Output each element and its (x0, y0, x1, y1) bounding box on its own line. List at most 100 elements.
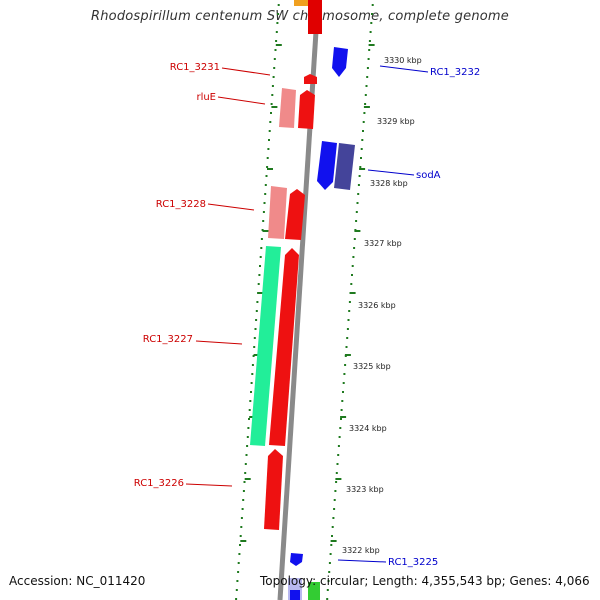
ruler-dot (339, 427, 342, 429)
ruler-dot (243, 481, 246, 483)
ruler-dot (367, 58, 370, 60)
ruler-tick (267, 168, 273, 170)
ruler-dot (361, 139, 364, 141)
ruler-dot (344, 364, 347, 366)
gene-label-rlue: rluE (196, 92, 216, 103)
ruler-dot (264, 193, 267, 195)
dotted-ruler (235, 4, 375, 600)
ruler-dot (326, 589, 329, 591)
ruler-dot (358, 175, 361, 177)
ruler-dot (265, 175, 268, 177)
map-title: Rhodospirillum centenum SW chromosome, c… (91, 9, 509, 24)
ruler-dot (244, 472, 247, 474)
ruler-dot (247, 427, 250, 429)
ruler-dot (359, 166, 362, 168)
ruler-dot (332, 517, 335, 519)
gene-rlue-light-shape (279, 88, 296, 128)
ruler-dot (340, 409, 343, 411)
position-label-3327: 3327 kbp (364, 239, 402, 248)
ruler-dot (336, 463, 339, 465)
leader-lines (185, 65, 429, 563)
ruler-dot (267, 148, 270, 150)
ruler-dot (254, 328, 257, 330)
ruler-dot (262, 220, 265, 222)
ruler-tick (275, 44, 282, 46)
ruler-dot (250, 391, 252, 393)
gene-top-orange (294, 0, 308, 6)
ruler-dot (256, 301, 259, 303)
gene-label-rc1-3225: RC1_3225 (388, 557, 438, 568)
position-label-3324: 3324 kbp (349, 424, 387, 433)
ruler-dot (337, 445, 340, 447)
ruler-dot (326, 598, 329, 600)
gene-label-soda: sodA (416, 170, 441, 181)
ruler-dot (273, 67, 276, 69)
ruler-dot (357, 184, 360, 186)
ruler-dot (262, 211, 265, 213)
ruler-dot (362, 130, 364, 132)
position-label-3323: 3323 kbp (346, 485, 384, 494)
gene-rc1-3227-shape (269, 248, 299, 446)
ruler-dot (245, 454, 248, 456)
ruler-tick (354, 230, 361, 232)
ruler-dot (364, 103, 367, 105)
gene-label-rc1-3228: RC1_3228 (156, 199, 206, 210)
ruler-tick (344, 354, 351, 356)
ruler-dot (248, 418, 250, 420)
ruler-dot (368, 40, 371, 42)
gene-rc1-3228-shape (285, 189, 305, 240)
ruler-tick (249, 416, 256, 418)
ruler-dot (239, 535, 242, 537)
ruler-dot (270, 112, 272, 114)
ruler-dot (364, 94, 367, 96)
ruler-dot (330, 544, 333, 546)
ruler-dot (345, 346, 348, 348)
ruler-dot (341, 400, 344, 402)
ruler-dot (235, 589, 238, 591)
ruler-dot (334, 490, 337, 492)
ruler-dot (335, 472, 338, 474)
ruler-dot (362, 121, 365, 123)
ruler-dot (271, 85, 274, 87)
ruler-tick (330, 540, 337, 542)
ruler-tick (363, 106, 370, 108)
ruler-dot (351, 274, 353, 276)
ruler-dot (342, 382, 345, 384)
ruler-dot (348, 310, 351, 312)
ruler-dot (241, 508, 244, 510)
ruler-dot (271, 94, 274, 96)
ruler-dot (246, 445, 249, 447)
ruler-tick (349, 292, 356, 294)
ruler-tick (335, 478, 342, 480)
ruler-dot (258, 274, 261, 276)
ruler-tick (262, 230, 269, 232)
ruler-dot (355, 220, 358, 222)
ruler-dot (343, 373, 346, 375)
ruler-dot (327, 580, 330, 582)
ruler-tick (240, 540, 247, 542)
ruler-tick (244, 478, 251, 480)
ruler-dot (357, 193, 360, 195)
ruler-dot (250, 382, 253, 384)
ruler-tick (271, 106, 278, 108)
accession-text: Accession: NC_011420 (9, 574, 146, 588)
ruler-dot (360, 148, 363, 150)
gene-label-rc1-3231: RC1_3231 (170, 62, 220, 73)
ruler-dot (246, 436, 249, 438)
ruler-dot (342, 391, 344, 393)
ruler-tick (258, 292, 265, 294)
ruler-dot (370, 22, 373, 24)
ruler-dot (363, 112, 366, 114)
ruler-dot (253, 337, 256, 339)
gene-rc1-3231-shape (304, 74, 317, 84)
ruler-dot (356, 202, 359, 204)
gene-bottom-blue (290, 590, 300, 600)
ruler-tick (359, 168, 366, 170)
ruler-dot (337, 454, 340, 456)
ruler-dot (238, 553, 241, 555)
ruler-dot (277, 4, 280, 6)
ruler-dot (237, 571, 240, 573)
ruler-dot (257, 283, 260, 285)
ruler-dot (366, 67, 369, 69)
